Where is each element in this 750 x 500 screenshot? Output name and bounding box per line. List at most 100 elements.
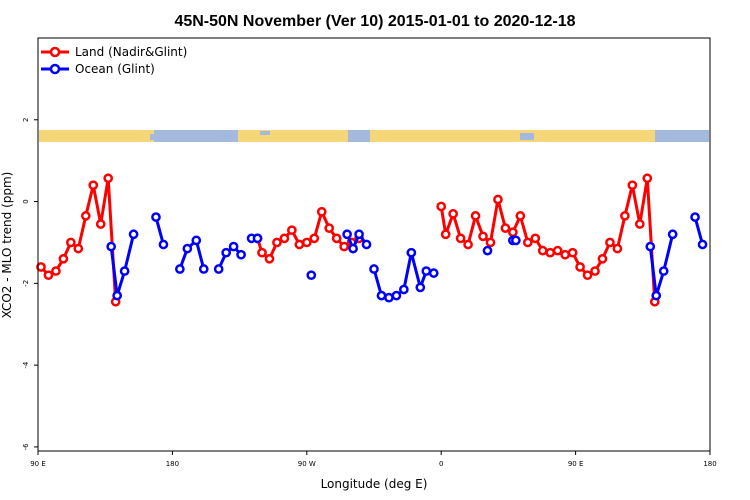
map-band-land-0 [39,130,154,142]
data-point-ocean [660,267,667,274]
data-point-ocean [423,267,430,274]
data-point-land [333,235,340,242]
data-point-land [303,239,310,246]
data-point-ocean [160,241,167,248]
data-point-ocean [152,214,159,221]
data-point-land [450,210,457,217]
data-point-land [606,239,613,246]
data-point-land [288,227,295,234]
y-axis-label: XCO2 - MLO trend (ppm) [0,172,14,319]
y-tick-label: -6 [22,443,30,451]
legend-entry-land: Land (Nadir&Glint) [41,45,187,59]
data-point-land [281,235,288,242]
data-point-land [60,255,67,262]
data-point-land [524,239,531,246]
map-band-land-3 [470,130,655,142]
data-point-ocean [223,249,230,256]
data-point-ocean [108,243,115,250]
data-point-land [90,182,97,189]
data-point-land [258,249,265,256]
data-point-ocean [430,270,437,277]
y-tick-label: 2 [22,118,30,122]
data-point-land [576,263,583,270]
map-band [39,130,709,142]
data-point-ocean [254,235,261,242]
data-point-ocean [691,214,698,221]
data-point-ocean [215,265,222,272]
data-point-ocean [370,265,377,272]
series-land [37,175,658,306]
data-point-land [311,235,318,242]
data-point-land [296,241,303,248]
map-band-water-2 [520,133,534,140]
series-ocean [108,214,707,302]
data-point-land [599,255,606,262]
x-tick-label: 180 [703,460,716,468]
data-point-land [472,212,479,219]
data-point-ocean [417,284,424,291]
data-point-land [502,225,509,232]
x-tick-label: 90 W [298,460,316,468]
data-point-land [636,220,643,227]
data-point-land [52,267,59,274]
data-point-land [82,212,89,219]
data-point-land [45,272,52,279]
data-point-land [539,247,546,254]
data-point-land [438,203,445,210]
x-axis: 90 E 180 90 W 0 90 E 180 [30,451,716,468]
map-band-water-4 [260,131,270,135]
data-point-ocean [355,231,362,238]
series-line-land [441,178,655,301]
legend-label-ocean: Ocean (Glint) [75,62,155,76]
legend: Land (Nadir&Glint) Ocean (Glint) [41,45,187,76]
series-layer [37,175,706,306]
data-point-ocean [349,245,356,252]
data-point-ocean [114,292,121,299]
data-point-land [621,212,628,219]
legend-marker-ocean [51,65,59,73]
data-point-ocean [184,245,191,252]
data-point-ocean [363,241,370,248]
data-point-land [479,233,486,240]
data-point-ocean [385,294,392,301]
data-point-land [562,251,569,258]
y-tick-label: -2 [22,280,30,287]
data-point-land [554,247,561,254]
data-point-ocean [344,231,351,238]
data-point-ocean [647,243,654,250]
data-point-land [494,196,501,203]
data-point-land [532,235,539,242]
data-point-ocean [193,237,200,244]
data-point-land [457,235,464,242]
data-point-ocean [130,231,137,238]
data-point-ocean [669,231,676,238]
data-point-land [67,239,74,246]
data-point-land [629,182,636,189]
x-tick-label: 90 E [30,460,46,468]
data-point-ocean [512,237,519,244]
data-point-land [273,239,280,246]
data-point-land [341,243,348,250]
data-point-land [517,212,524,219]
x-tick-label: 180 [166,460,179,468]
data-point-ocean [400,286,407,293]
x-tick-label: 0 [439,460,443,468]
data-point-ocean [393,292,400,299]
legend-entry-ocean: Ocean (Glint) [41,62,155,76]
data-point-ocean [484,247,491,254]
data-point-land [569,249,576,256]
data-point-land [509,229,516,236]
data-point-ocean [408,249,415,256]
data-point-land [464,241,471,248]
legend-label-land: Land (Nadir&Glint) [75,45,187,59]
data-point-ocean [699,241,706,248]
map-band-water-3 [690,135,708,141]
data-point-land [105,175,112,182]
data-point-ocean [378,292,385,299]
series-line-ocean [180,240,204,269]
y-tick-label: 0 [22,199,30,203]
data-point-ocean [237,251,244,258]
x-axis-label: Longitude (deg E) [321,477,428,491]
data-point-ocean [653,292,660,299]
